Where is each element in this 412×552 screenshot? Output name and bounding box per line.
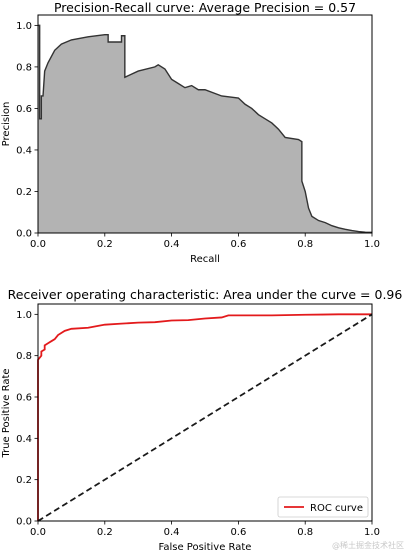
pr-x-tick-label: 1.0 — [364, 239, 380, 250]
roc-x-tick-label: 0.6 — [230, 527, 246, 538]
roc-y-axis-label: True Positive Rate — [1, 368, 12, 458]
pr-title: Precision-Recall curve: Average Precisio… — [54, 0, 356, 15]
roc-y-tick-label: 1.0 — [16, 310, 32, 321]
pr-curve-line — [38, 24, 373, 234]
roc-curve-line — [37, 313, 372, 521]
legend-box — [277, 496, 369, 518]
pr-x-tick-label: 0.2 — [97, 239, 113, 250]
roc-x-tick-label: 0.0 — [30, 527, 46, 538]
roc-chart: Receiver operating characteristic: Area … — [1, 287, 402, 552]
pr-y-tick-label: 0.6 — [16, 104, 32, 115]
roc-y-tick-label: 0.0 — [16, 517, 32, 528]
roc-x-tick-label: 0.8 — [297, 527, 313, 538]
roc-x-tick-label: 0.4 — [164, 527, 180, 538]
roc-y-ticks: 0.0 0.2 0.4 0.6 0.8 1.0 — [16, 310, 38, 528]
roc-title: Receiver operating characteristic: Area … — [8, 287, 403, 302]
pr-area-fill — [38, 25, 372, 233]
roc-y-tick-label: 0.2 — [16, 475, 32, 486]
roc-y-tick-label: 0.8 — [16, 351, 32, 362]
roc-x-axis-label: False Positive Rate — [159, 542, 252, 552]
roc-chance-diagonal-line — [37, 313, 373, 522]
pr-y-tick-label: 0.0 — [16, 229, 32, 240]
pr-x-tick-label: 0.0 — [30, 239, 46, 250]
pr-chart: Precision-Recall curve: Average Precisio… — [1, 0, 380, 265]
pr-x-ticks: 0.0 0.2 0.4 0.6 0.8 1.0 — [30, 233, 380, 250]
pr-y-tick-label: 0.2 — [16, 187, 32, 198]
watermark-text: @稀土掘金技术社区 — [332, 540, 404, 550]
pr-y-tick-label: 0.8 — [16, 62, 32, 73]
pr-y-tick-label: 0.4 — [16, 145, 32, 156]
pr-x-tick-label: 0.8 — [297, 239, 313, 250]
pr-axes-frame — [37, 14, 373, 234]
roc-axes-frame — [37, 303, 373, 522]
pr-x-axis-label: Recall — [190, 254, 220, 265]
roc-x-tick-label: 1.0 — [364, 527, 380, 538]
legend-roc-label: ROC curve — [310, 503, 363, 514]
roc-x-tick-label: 0.2 — [97, 527, 113, 538]
roc-line-layer — [37, 313, 373, 522]
roc-y-tick-label: 0.4 — [16, 434, 32, 445]
roc-legend: ROC curve — [277, 496, 369, 518]
pr-x-tick-label: 0.4 — [164, 239, 180, 250]
pr-y-ticks: 0.0 0.2 0.4 0.6 0.8 1.0 — [16, 21, 38, 240]
pr-y-axis-label: Precision — [1, 102, 12, 147]
pr-area-layer — [38, 24, 373, 234]
pr-x-tick-label: 0.6 — [230, 239, 246, 250]
roc-x-ticks: 0.0 0.2 0.4 0.6 0.8 1.0 — [30, 521, 380, 538]
pr-y-tick-label: 1.0 — [16, 21, 32, 32]
roc-y-tick-label: 0.6 — [16, 393, 32, 404]
